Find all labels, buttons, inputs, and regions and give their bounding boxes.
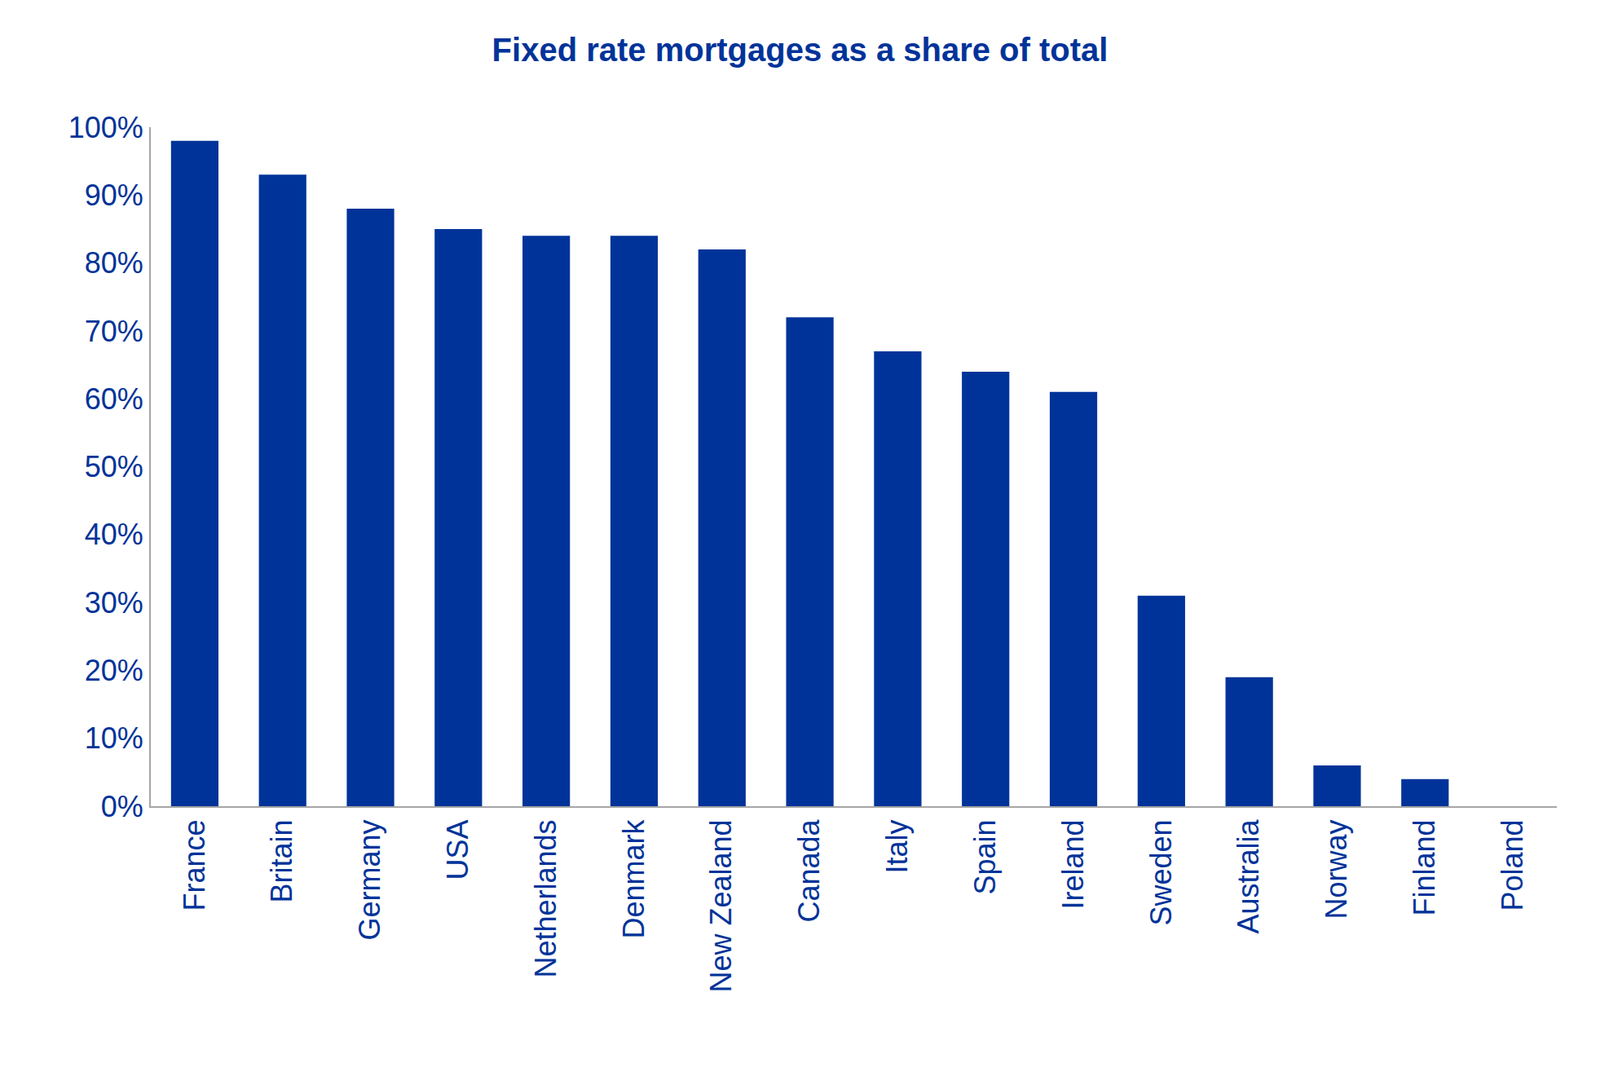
- svg-text:90%: 90%: [84, 178, 144, 212]
- svg-text:Spain: Spain: [968, 819, 1002, 895]
- svg-text:100%: 100%: [68, 110, 144, 145]
- svg-text:France: France: [177, 819, 212, 911]
- svg-text:Fixed rate mortgages as a shar: Fixed rate mortgages as a share of total: [492, 31, 1109, 68]
- svg-text:Norway: Norway: [1319, 819, 1354, 919]
- svg-text:Britain: Britain: [264, 819, 299, 903]
- svg-text:80%: 80%: [84, 246, 144, 280]
- svg-text:Sweden: Sweden: [1144, 819, 1178, 926]
- svg-text:40%: 40%: [84, 517, 144, 551]
- svg-text:Ireland: Ireland: [1056, 819, 1090, 909]
- svg-text:70%: 70%: [84, 314, 144, 349]
- svg-text:30%: 30%: [84, 586, 144, 620]
- svg-text:0%: 0%: [101, 789, 144, 824]
- svg-text:Denmark: Denmark: [617, 818, 651, 939]
- svg-text:60%: 60%: [84, 382, 144, 416]
- svg-text:Germany: Germany: [352, 819, 387, 940]
- svg-text:Canada: Canada: [792, 818, 826, 922]
- svg-text:Poland: Poland: [1495, 819, 1530, 911]
- svg-text:Italy: Italy: [880, 819, 914, 873]
- svg-text:10%: 10%: [84, 721, 144, 755]
- svg-text:New Zealand: New Zealand: [704, 819, 738, 992]
- svg-text:20%: 20%: [84, 653, 144, 688]
- svg-text:Netherlands: Netherlands: [528, 819, 563, 978]
- svg-text:USA: USA: [440, 819, 475, 880]
- svg-text:50%: 50%: [84, 449, 144, 484]
- svg-text:Finland: Finland: [1407, 819, 1442, 916]
- svg-text:Australia: Australia: [1231, 818, 1266, 934]
